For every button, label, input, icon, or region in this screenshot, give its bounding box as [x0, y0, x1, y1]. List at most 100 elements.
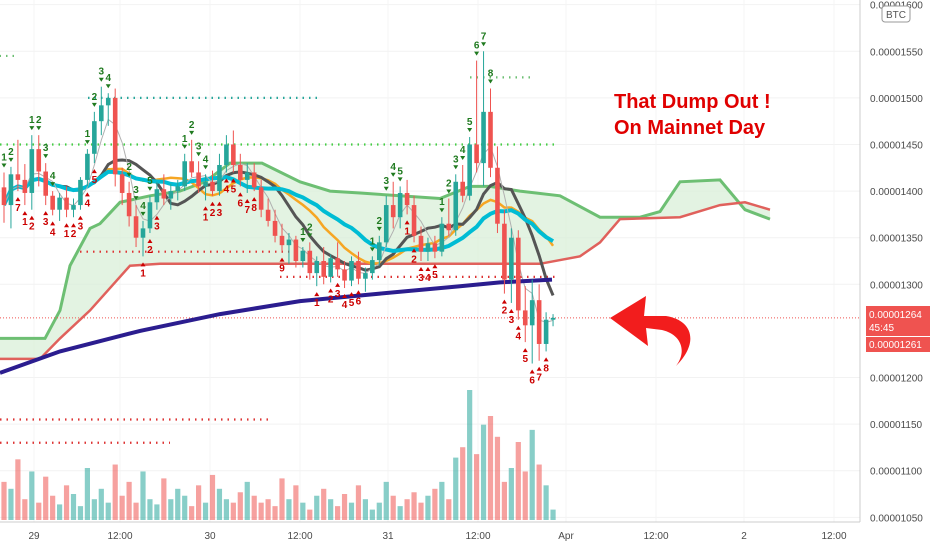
y-tick-label: 0.00001450	[870, 140, 923, 151]
volume-bar	[272, 506, 278, 520]
buy-setup-count: 5	[231, 184, 237, 195]
candle-body	[36, 149, 42, 172]
buy-setup-count: 2	[411, 254, 417, 265]
volume-bar	[50, 495, 56, 520]
candle-body	[300, 250, 306, 261]
volume-bar	[397, 506, 403, 520]
volume-bar	[63, 485, 70, 520]
y-tick-label: 0.00001400	[870, 187, 923, 198]
moving-averages-layer	[0, 118, 555, 375]
volume-bar	[22, 499, 28, 520]
volume-bar	[341, 494, 348, 520]
buy-setup-marker	[140, 262, 146, 267]
price-axis[interactable]: 0.00001050 0.00001100 0.00001150 0.00001200…	[859, 0, 923, 524]
sell-setup-count: 3	[383, 176, 389, 187]
sell-setup-marker	[481, 42, 487, 47]
buy-setup-count: 2	[147, 245, 153, 256]
sell-setup-count: 2	[307, 222, 313, 233]
candle-body	[467, 144, 472, 196]
buy-setup-count: 1	[64, 229, 70, 240]
sell-setup-marker	[84, 140, 90, 145]
sell-setup-count: 1	[85, 129, 91, 140]
buy-setup-count: 4	[425, 273, 431, 284]
y-tick-label: 0.00001300	[870, 280, 923, 291]
sell-setup-marker	[390, 172, 396, 177]
volume-bar	[494, 436, 501, 520]
buy-setup-count: 1	[314, 298, 320, 309]
candle-body	[293, 239, 299, 261]
candle-body	[238, 164, 243, 180]
candle-body	[105, 97, 111, 106]
volume-bar	[550, 509, 556, 520]
sell-setup-count: 1	[300, 227, 306, 238]
sell-setup-marker	[397, 177, 403, 182]
sell-setup-count: 8	[488, 69, 494, 80]
buy-setup-marker	[244, 198, 250, 203]
volume-bar	[439, 481, 445, 520]
buy-setup-count: 1	[22, 217, 28, 228]
sell-setup-marker	[182, 144, 188, 149]
buy-setup-count: 5	[92, 175, 98, 186]
buy-setup-marker	[210, 201, 215, 206]
volume-bar	[189, 506, 195, 520]
last-price-tag: 0.00001264 45:45	[866, 306, 930, 336]
buy-setup-count: 2	[328, 294, 334, 305]
candle-body	[64, 197, 69, 210]
candle-body	[1, 187, 7, 206]
volume-bar	[202, 502, 209, 520]
buy-setup-marker	[230, 178, 236, 183]
candle-body	[439, 223, 445, 252]
mid-moving-average	[2, 169, 555, 254]
buy-setup-count: 3	[78, 222, 84, 233]
candle-body	[279, 235, 285, 246]
buy-setup-marker	[71, 223, 76, 228]
time-axis[interactable]: 29 12:00 30 12:00 31 12:00 Apr 12:00 2 12:00	[0, 521, 860, 542]
candle-body	[509, 237, 514, 280]
candle-body	[57, 197, 62, 210]
sell-setup-marker	[439, 208, 445, 213]
buy-setup-count: 1	[203, 212, 209, 223]
sell-setup-count: 2	[8, 147, 14, 158]
candle-body	[432, 243, 438, 252]
candle-body	[536, 300, 542, 344]
sell-setup-marker	[376, 226, 382, 231]
volume-bar	[57, 504, 63, 520]
candle-body	[244, 172, 250, 180]
sell-setup-count: 4	[50, 171, 56, 182]
volume-bar	[133, 502, 139, 520]
sell-setup-count: 5	[397, 166, 403, 177]
buy-setup-count: 2	[210, 208, 216, 219]
sell-setup-count: 3	[99, 67, 105, 78]
sell-setup-marker	[43, 154, 49, 159]
buy-setup-count: 3	[217, 208, 223, 219]
candle-body	[126, 192, 132, 217]
candle-body	[488, 111, 493, 168]
buy-setup-count: 6	[356, 296, 362, 307]
volume-bar	[536, 464, 542, 520]
volume-bar	[209, 474, 216, 520]
sell-setup-count: 4	[460, 145, 466, 156]
volume-bar	[383, 481, 389, 520]
sell-setup-marker	[189, 130, 195, 135]
y-tick-label: 0.00001100	[870, 467, 923, 478]
volume-bar	[84, 468, 90, 520]
sell-setup-count: 3	[196, 141, 202, 152]
volume-bar	[480, 424, 487, 520]
buy-setup-count: 2	[502, 306, 508, 317]
candle-body	[550, 317, 556, 320]
volume-bar	[237, 492, 243, 520]
volume-bar	[335, 506, 341, 520]
buy-setup-marker	[29, 215, 35, 220]
candles-layer	[1, 51, 556, 364]
candle-body	[516, 237, 521, 311]
candle-body	[328, 258, 333, 277]
candle-body	[168, 191, 174, 199]
secondary-price-tag: 0.00001261	[866, 337, 930, 352]
candle-body	[231, 144, 236, 165]
volume-bar	[29, 471, 35, 520]
volume-bar	[529, 429, 535, 520]
buy-setup-count: 8	[251, 203, 257, 214]
buy-setup-count: 2	[71, 229, 77, 240]
volume-bar	[70, 494, 77, 520]
